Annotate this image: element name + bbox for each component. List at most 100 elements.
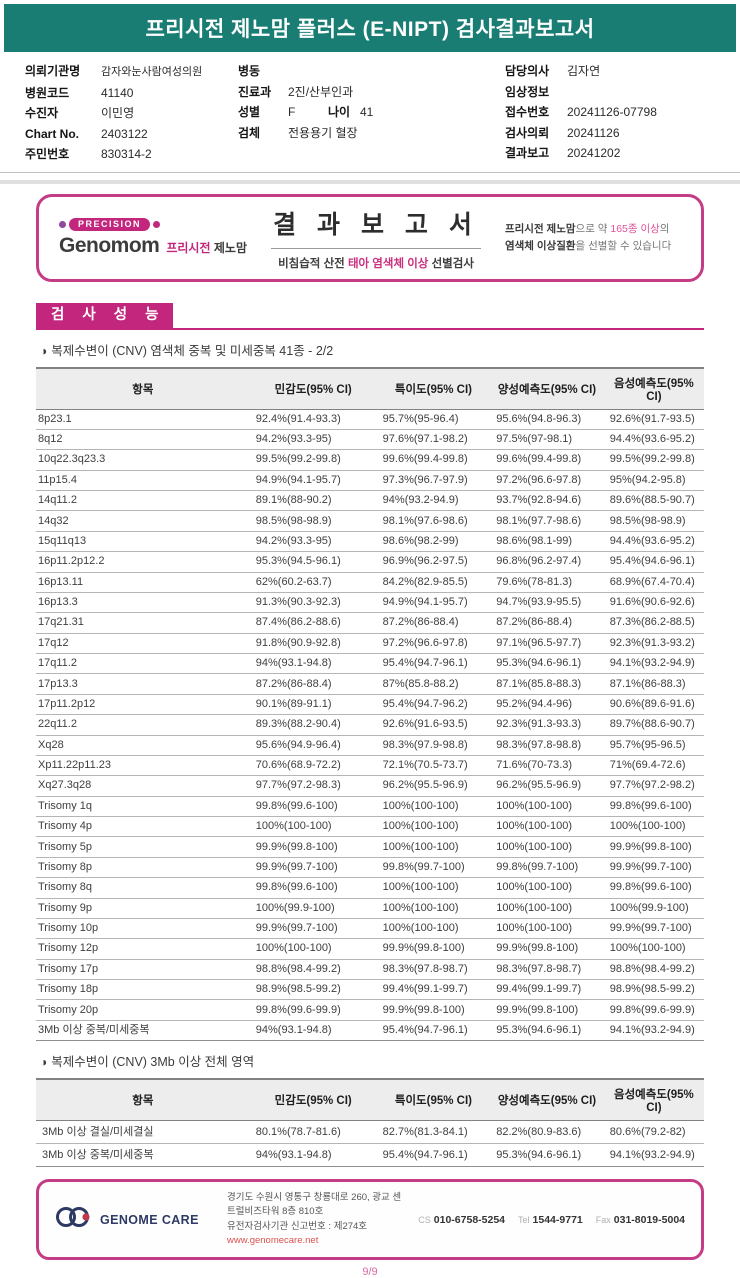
value-cell: 91.3%(90.3-92.3) [249, 592, 377, 614]
value-cell: 90.6%(89.6-91.6) [603, 694, 704, 716]
item-cell: 16p13.3 [36, 592, 250, 614]
value-cell: 100%(100-100) [249, 816, 377, 838]
item-cell: 22q11.2 [36, 714, 250, 736]
promo-bold: 프리시전 제노맘 [504, 223, 576, 236]
item-cell: Trisomy 18p [36, 979, 250, 1001]
item-cell: 17p13.3 [36, 673, 250, 695]
field-value: 20241126-07798 [567, 105, 657, 119]
value-cell: 99.8%(99.6-99.9) [249, 999, 377, 1021]
value-cell: 97.7%(97.2-98.2) [603, 775, 704, 797]
table-row: 8q12 94.2%(93.3-95) 97.6%(97.1-98.2) 97.5%(… [36, 429, 704, 451]
contact-tel: Tel 1544-9771 [518, 1214, 583, 1226]
value-cell: 99.8%(99.7-100) [376, 857, 491, 879]
value-cell: 97.1%(96.5-97.7) [490, 633, 604, 655]
value-cell: 80.6%(79.2-82) [603, 1120, 704, 1145]
field-value: 41 [360, 105, 374, 119]
column-header: 양성예측도(95% CI) [490, 1078, 604, 1122]
value-cell: 94%(93.1-94.8) [249, 653, 377, 675]
value-cell: 99.8%(99.6-99.9) [603, 999, 704, 1021]
value-cell: 95.6%(94.9-96.4) [249, 735, 377, 756]
contact-label: Tel [518, 1214, 530, 1225]
value-cell: 90.1%(89-91.1) [249, 694, 377, 716]
value-cell: 100%(100-100) [490, 836, 604, 858]
item-cell: Xp11.22p11.23 [36, 755, 250, 777]
value-cell: 98.6%(98.2-99) [376, 531, 491, 553]
item-cell: Trisomy 20p [36, 999, 250, 1021]
value-cell: 68.9%(67.4-70.4) [603, 572, 704, 593]
table-row: Trisomy 8q 99.8%(99.6-100) 100%(100-100) 10… [36, 877, 704, 899]
field-label: 나이 [328, 105, 351, 119]
field-value: F [288, 105, 296, 119]
contact-cs: CS 010-6758-5254 [418, 1214, 505, 1226]
table-row: Trisomy 17p 98.8%(98.4-99.2) 98.3%(97.8-98… [36, 959, 704, 981]
footer-website-link[interactable]: www.genomecare.net [227, 1234, 319, 1246]
info-row-department: 진료과 2진/산부인과 [238, 82, 505, 103]
value-cell: 94%(93.1-94.8) [249, 1020, 377, 1042]
table-row: Trisomy 8p 99.9%(99.7-100) 99.8%(99.7-100)… [36, 857, 704, 879]
value-cell: 89.6%(88.5-90.7) [603, 490, 704, 512]
value-cell: 99.4%(99.1-99.7) [376, 979, 491, 1001]
item-cell: 3Mb 이상 중복/미세중복 [36, 1143, 250, 1168]
item-cell: 3Mb 이상 중복/미세중복 [36, 1020, 250, 1042]
field-value: 이민영 [101, 106, 135, 120]
table-row: 3Mb 이상 결실/미세결실 80.1%(78.7-81.6) 82.7%(81.3… [36, 1120, 704, 1145]
value-cell: 70.6%(68.9-72.2) [249, 755, 377, 777]
value-cell: 94.2%(93.3-95) [249, 531, 377, 553]
value-cell: 87.3%(86.2-88.5) [603, 612, 704, 634]
value-cell: 87.2%(86-88.4) [490, 612, 604, 634]
value-cell: 98.6%(98.1-99) [490, 531, 604, 553]
value-cell: 95.3%(94.6-96.1) [490, 1020, 604, 1042]
item-cell: 17q12 [36, 633, 250, 655]
half-circle-bullet-icon: ◑ [40, 343, 48, 358]
performance-table-cnv-3mb: 항목 민감도(95% CI) 특이도(95% CI) 양성예측도(95% CI)… [36, 1078, 704, 1168]
value-cell: 100%(100-100) [490, 877, 604, 899]
contact-fax: Fax 031-8019-5004 [596, 1214, 685, 1226]
value-cell: 99.5%(99.2-99.8) [603, 449, 704, 471]
value-cell: 92.4%(91.4-93.3) [249, 409, 377, 430]
field-label: 주민번호 [25, 147, 70, 161]
value-cell: 94.9%(94.1-95.7) [376, 592, 491, 614]
address-line: 경기도 수원시 영통구 창룡대로 260, 광교 센트럴비즈타워 8층 810호 [227, 1192, 402, 1218]
value-cell: 94.1%(93.2-94.9) [603, 653, 704, 675]
precision-badge: PRECISION [59, 217, 247, 231]
value-cell: 100%(100-100) [376, 796, 491, 818]
item-cell: Trisomy 4p [36, 816, 250, 838]
value-cell: 99.9%(99.8-100) [490, 999, 604, 1021]
value-cell: 95.3%(94.6-96.1) [490, 1143, 604, 1168]
value-cell: 97.3%(96.7-97.9) [376, 470, 491, 492]
dot-icon [153, 220, 161, 228]
field-value: 전용용기 혈장 [288, 125, 358, 140]
value-cell: 92.6%(91.6-93.5) [376, 714, 491, 736]
column-header: 특이도(95% CI) [376, 1078, 491, 1122]
precision-badge-label: PRECISION [69, 217, 151, 231]
value-cell: 89.7%(88.6-90.7) [603, 714, 704, 736]
table-row: 8p23.1 92.4%(91.4-93.3) 95.7%(95-96.4) 95.6… [36, 409, 704, 430]
value-cell: 98.1%(97.7-98.6) [490, 510, 604, 532]
value-cell: 95.4%(94.7-96.1) [376, 1143, 491, 1168]
column-header: 민감도(95% CI) [249, 366, 377, 410]
value-cell: 89.1%(88-90.2) [249, 490, 377, 512]
table-header-row: 항목 민감도(95% CI) 특이도(95% CI) 양성예측도(95% CI)… [36, 366, 704, 410]
value-cell: 95.7%(95-96.5) [603, 735, 704, 756]
value-cell: 100%(100-100) [603, 816, 704, 838]
item-cell: Trisomy 8p [36, 857, 250, 879]
value-cell: 97.2%(96.6-97.8) [376, 633, 491, 655]
value-cell: 62%(60.2-63.7) [249, 572, 377, 593]
value-cell: 91.6%(90.6-92.6) [603, 592, 704, 614]
value-cell: 94.7%(93.9-95.5) [490, 592, 604, 614]
brand-kr-dark: 제노맘 [213, 240, 247, 255]
subtitle-highlight: 태아 염색체 이상 [347, 257, 429, 270]
table-row: 16p13.3 91.3%(90.3-92.3) 94.9%(94.1-95.7) 9… [36, 592, 704, 614]
value-cell: 99.8%(99.6-100) [249, 796, 377, 818]
value-cell: 99.9%(99.7-100) [603, 918, 704, 940]
performance-table-cnv-duplication: 항목 민감도(95% CI) 특이도(95% CI) 양성예측도(95% CI)… [36, 366, 704, 1042]
value-cell: 94%(93.1-94.8) [249, 1143, 377, 1168]
item-cell: Xq27.3q28 [36, 775, 250, 797]
info-row-patient-name: 수진자 이민영 [25, 103, 238, 124]
genomecare-logo-text: GENOME CARE [100, 1212, 199, 1227]
table-header-row: 항목 민감도(95% CI) 특이도(95% CI) 양성예측도(95% CI)… [36, 1078, 704, 1122]
table-header: 항목 민감도(95% CI) 특이도(95% CI) 양성예측도(95% CI)… [36, 1078, 704, 1122]
table-header: 항목 민감도(95% CI) 특이도(95% CI) 양성예측도(95% CI)… [36, 366, 704, 410]
value-cell: 92.3%(91.3-93.2) [603, 633, 704, 655]
value-cell: 89.3%(88.2-90.4) [249, 714, 377, 736]
